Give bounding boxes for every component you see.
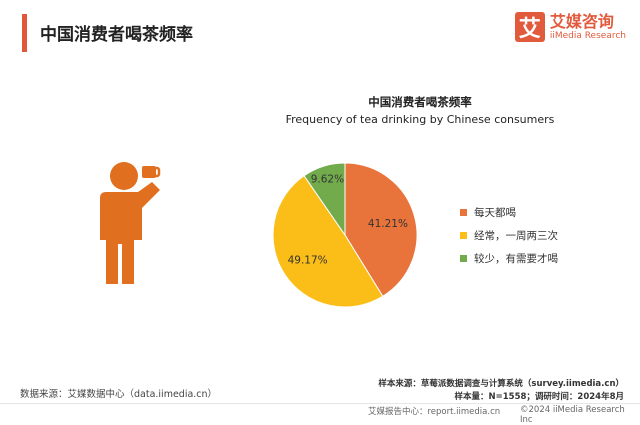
legend-label: 经常，一周两三次 xyxy=(474,229,558,242)
copyright-text: ©2024 iiMedia Research Inc xyxy=(520,405,625,425)
chart-subtitle: Frequency of tea drinking by Chinese con… xyxy=(285,113,555,126)
title-accent-bar xyxy=(22,14,27,52)
pie-slice-label: 9.62% xyxy=(311,174,344,186)
legend-label: 每天都喝 xyxy=(474,206,516,219)
legend-swatch xyxy=(460,208,467,216)
pie-slice-label: 41.21% xyxy=(368,218,408,230)
brand-mark-icon: 艾 xyxy=(514,12,545,42)
pie-chart: 41.21% 49.17% 9.62% xyxy=(272,162,418,308)
brand-name-cn: 艾媒咨询 xyxy=(549,11,614,31)
brand-text: 艾媒咨询 iiMedia Research xyxy=(549,11,626,42)
legend-item: 经常，一周两三次 xyxy=(460,228,558,242)
legend-label: 较少，有需要才喝 xyxy=(474,252,558,265)
pie-slice xyxy=(303,162,346,237)
report-center-text: 艾媒报告中心：report.iimedia.cn xyxy=(368,407,501,417)
chart-legend: 每天都喝经常，一周两三次 较少，有需要才喝 xyxy=(460,205,558,274)
sample-source: 样本来源：草莓派数据调查与计算系统（survey.iimedia.cn） xyxy=(378,379,624,389)
page-title: 中国消费者喝茶频率 xyxy=(40,25,193,45)
chart-title: 中国消费者喝茶频率 xyxy=(368,95,472,109)
pie-slice xyxy=(272,175,384,308)
person-drinking-icon xyxy=(100,162,161,284)
legend-item: 每天都喝 xyxy=(460,205,558,219)
data-source: 数据来源：艾媒数据中心（data.iimedia.cn） xyxy=(20,389,218,400)
legend-item: 较少，有需要才喝 xyxy=(460,251,558,265)
footer-bar: 艾媒报告中心：report.iimedia.cn ©2024 iiMedia R… xyxy=(0,403,640,425)
pie-slice xyxy=(344,162,418,297)
sample-info: 样本量：N=1558；调研时间：2024年8月 xyxy=(454,392,624,402)
pie-slice-label: 49.17% xyxy=(288,254,328,266)
brand-name-en: iiMedia Research xyxy=(549,30,626,41)
legend-swatch xyxy=(460,231,467,239)
infographic-page: 中国消费者喝茶频率 艾 艾媒咨询 iiMedia Research 中国消费者喝… xyxy=(0,11,640,425)
legend-swatch xyxy=(460,254,467,262)
brand-logo: 艾 艾媒咨询 iiMedia Research xyxy=(514,11,626,42)
